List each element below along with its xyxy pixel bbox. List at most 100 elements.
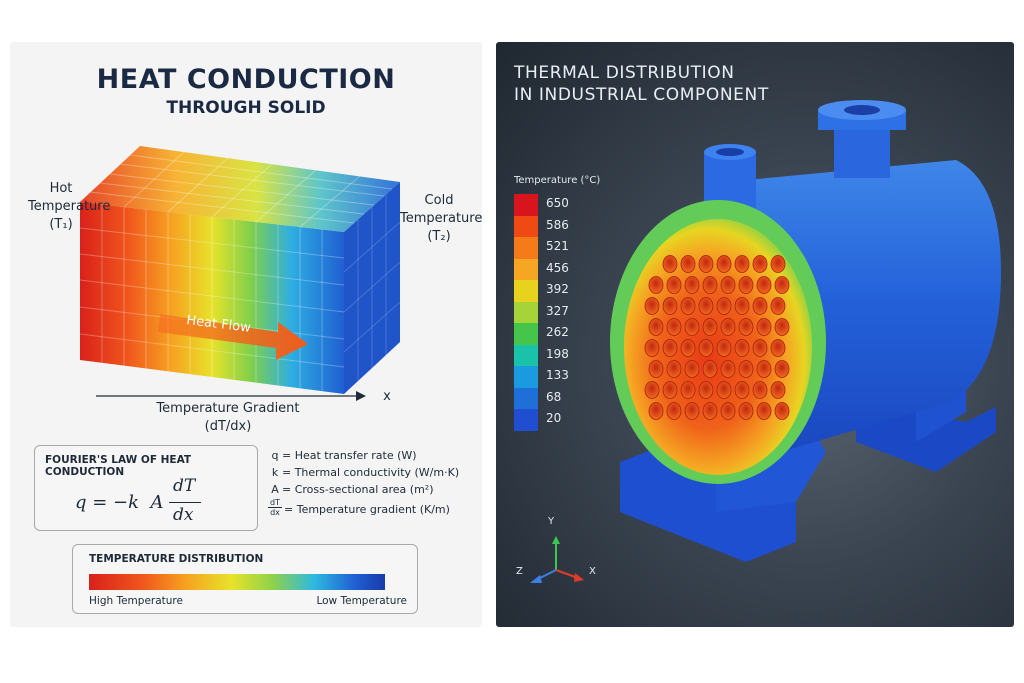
tube-hole xyxy=(702,276,718,294)
tube-hole xyxy=(648,360,664,378)
axis-z-label: Z xyxy=(516,566,523,577)
tube-hole xyxy=(684,360,700,378)
tube-hole xyxy=(720,402,736,420)
tube-hole xyxy=(698,255,714,273)
equation-fraction-bar xyxy=(169,502,201,503)
def-gradient: dT dx = Temperature gradient (K/m) xyxy=(268,498,478,522)
axis-x-label: X xyxy=(589,566,596,577)
legend-value: 327 xyxy=(546,303,569,318)
tube-hole xyxy=(644,381,660,399)
tube-hole xyxy=(680,339,696,357)
tube-hole xyxy=(752,381,768,399)
tube-hole xyxy=(752,255,768,273)
hot-label-line2: Temperature xyxy=(28,199,111,214)
tube-hole xyxy=(716,381,732,399)
tube-hole xyxy=(716,339,732,357)
heat-flow-arrow xyxy=(158,314,308,360)
x-axis-label: x xyxy=(383,389,391,404)
legend-swatch xyxy=(514,344,538,367)
tube-hole xyxy=(684,402,700,420)
legend-value: 521 xyxy=(546,239,569,253)
cold-label-line2: Temperature xyxy=(400,211,483,226)
tube-hole xyxy=(680,381,696,399)
block-top-face xyxy=(80,146,400,232)
equation-numerator: dT xyxy=(173,476,196,496)
definitions-list: q = Heat transfer rate (W) k = Thermal con… xyxy=(268,447,478,522)
axis-triad xyxy=(530,536,584,583)
tube-hole xyxy=(648,318,664,336)
fourier-equation: q = −k A dT dx xyxy=(75,476,235,525)
cold-symbol: (T₂) xyxy=(427,229,451,244)
legend-value: 198 xyxy=(546,346,569,361)
tube-hole xyxy=(716,255,732,273)
tube-hole xyxy=(738,276,754,294)
tube-hole xyxy=(738,360,754,378)
tube-hole xyxy=(734,339,750,357)
hot-label: Hot xyxy=(49,181,73,196)
tube-hole xyxy=(752,339,768,357)
tube-hole xyxy=(666,402,682,420)
tube-hole xyxy=(684,318,700,336)
panel-title: HEAT CONDUCTION xyxy=(96,64,396,95)
tube-hole xyxy=(756,360,772,378)
legend-swatch xyxy=(514,387,538,410)
def-a: A = Cross-sectional area (m²) xyxy=(271,483,434,496)
tube-hole xyxy=(734,297,750,315)
tube-hole xyxy=(666,318,682,336)
legend-swatch xyxy=(514,323,538,345)
tube-hole xyxy=(774,276,790,294)
tube-hole xyxy=(644,339,660,357)
distribution-title: TEMPERATURE DISTRIBUTION xyxy=(89,553,264,565)
legend-value: 650 xyxy=(546,196,569,210)
tube-hole xyxy=(752,297,768,315)
top-nozzle-right xyxy=(834,128,890,178)
high-temp-label: High Temperature xyxy=(89,595,183,607)
legend-swatch xyxy=(514,215,538,238)
tube-hole xyxy=(720,276,736,294)
tube-hole xyxy=(770,297,786,315)
tube-hole xyxy=(662,339,678,357)
gradient-symbol: (dT/dx) xyxy=(204,419,252,434)
legend-swatch xyxy=(514,237,538,259)
tube-hole xyxy=(698,297,714,315)
tube-hole xyxy=(734,255,750,273)
tube-hole xyxy=(648,402,664,420)
tube-hole xyxy=(648,276,664,294)
thermal-distribution-panel: THERMAL DISTRIBUTION IN INDUSTRIAL COMPO… xyxy=(496,42,1014,627)
solid-block-diagram: Heat Flow xyxy=(79,146,401,401)
legend-swatch xyxy=(514,366,538,388)
def-k: k = Thermal conductivity (W/m·K) xyxy=(271,466,460,479)
tube-hole xyxy=(774,402,790,420)
right-title-line1: THERMAL DISTRIBUTION xyxy=(514,63,735,83)
tube-hole xyxy=(720,318,736,336)
tube-hole xyxy=(680,255,696,273)
legend-swatch xyxy=(514,258,538,281)
legend-value: 133 xyxy=(546,368,569,382)
tube-hole xyxy=(716,297,732,315)
legend-value: 392 xyxy=(546,282,569,296)
equation-denominator: dx xyxy=(173,505,194,525)
tube-hole xyxy=(756,318,772,336)
tube-hole xyxy=(662,297,678,315)
tube-hole xyxy=(644,297,660,315)
tube-hole xyxy=(756,402,772,420)
tube-hole xyxy=(734,381,750,399)
tube-hole xyxy=(680,297,696,315)
legend-title: Temperature (°C) xyxy=(514,175,601,186)
heat-conduction-panel: HEAT CONDUCTION THROUGH SOLID xyxy=(10,42,482,627)
tube-hole xyxy=(702,360,718,378)
tube-hole xyxy=(702,402,718,420)
tube-hole xyxy=(770,339,786,357)
hot-symbol: (T₁) xyxy=(49,217,73,232)
fourier-title: FOURIER'S LAW OF HEAT CONDUCTION xyxy=(45,454,192,478)
legend-value: 262 xyxy=(546,325,569,339)
tube-hole xyxy=(702,318,718,336)
tube-hole xyxy=(662,381,678,399)
legend-swatch xyxy=(514,280,538,302)
tube-hole xyxy=(774,360,790,378)
tube-hole xyxy=(720,360,736,378)
tube-hole xyxy=(698,339,714,357)
tube-hole xyxy=(774,318,790,336)
tube-hole xyxy=(738,402,754,420)
legend-swatch xyxy=(514,409,538,431)
